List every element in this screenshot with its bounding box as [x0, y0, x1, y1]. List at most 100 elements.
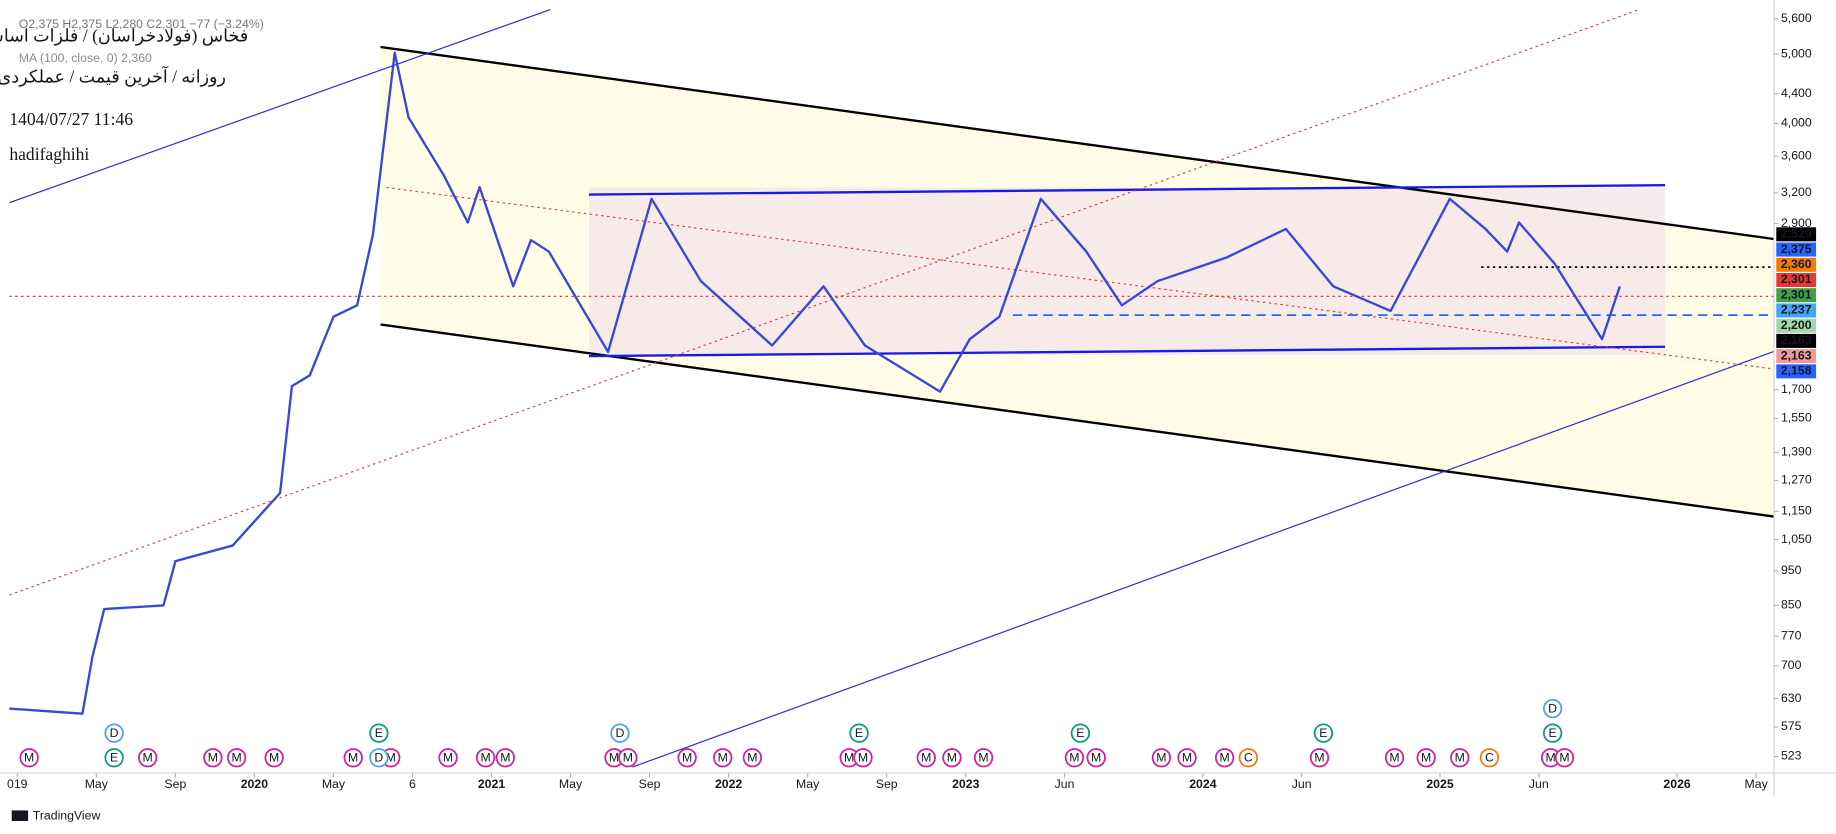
trendline — [9, 8, 551, 204]
event-badge — [1070, 723, 1091, 743]
event-badge — [1151, 748, 1172, 768]
price-label-bg — [1776, 242, 1817, 257]
price-label-bg — [1776, 364, 1817, 379]
event-badge — [1479, 748, 1500, 768]
event-label: M — [609, 751, 619, 765]
x-tick-label: Jun — [1055, 777, 1075, 791]
y-tick-label: 4,400 — [1781, 86, 1812, 100]
event-label: D — [110, 726, 119, 740]
price-label: 2,158 — [1781, 364, 1812, 378]
y-tick-label: 523 — [1781, 749, 1802, 763]
event-label: M — [1314, 751, 1324, 765]
y-tick-label: 1,550 — [1781, 411, 1812, 425]
event-badge — [19, 748, 39, 768]
range-top — [588, 183, 1666, 196]
price-label: 2,529 — [1781, 227, 1812, 241]
event-label: M — [844, 751, 854, 765]
x-tick-label: 2026 — [1663, 777, 1690, 791]
price-label: 2,163 — [1781, 333, 1812, 347]
y-tick-label: 2,900 — [1781, 216, 1812, 230]
event-label: M — [1219, 751, 1229, 765]
event-badge — [942, 748, 962, 768]
event-badge — [1313, 723, 1334, 743]
event-badge — [677, 748, 697, 768]
event-label: M — [500, 751, 510, 765]
x-tick-label: 2020 — [241, 777, 268, 791]
event-badge — [1384, 748, 1405, 768]
x-tick-label: May — [1745, 777, 1769, 791]
event-label: D — [1548, 701, 1557, 715]
event-badge — [853, 748, 873, 768]
author: hadifaghihi — [9, 144, 89, 164]
price-label-bg — [1776, 333, 1817, 348]
datetime: 1404/07/27 11:46 — [9, 109, 133, 129]
indicator-legend: MA (100, close, 0) 2,360 — [19, 51, 152, 65]
price-label: 2,163 — [1781, 348, 1812, 362]
y-tick-label: 3,600 — [1781, 149, 1812, 163]
event-badge — [1450, 748, 1470, 768]
event-label: E — [1549, 726, 1557, 740]
y-tick-label: 3,200 — [1781, 185, 1812, 199]
event-label: M — [348, 751, 358, 765]
trendline — [9, 8, 1640, 596]
x-tick-label: Jun — [1529, 777, 1549, 791]
y-tick-label: 770 — [1781, 628, 1802, 642]
x-tick-label: Jun — [1292, 777, 1312, 791]
event-badge — [1177, 748, 1197, 768]
event-badge — [369, 723, 389, 743]
price-label-bg — [1776, 318, 1817, 333]
event-label: M — [1156, 751, 1166, 765]
y-tick-label: 5,000 — [1781, 46, 1812, 60]
y-tick-label: 1,150 — [1781, 504, 1812, 518]
event-label: C — [1485, 751, 1494, 765]
settings: روزانه / آخرین قیمت / عملکردی — [0, 66, 226, 88]
price-label-bg — [1776, 349, 1817, 364]
event-label: M — [269, 751, 279, 765]
y-tick-label: 1,700 — [1781, 382, 1812, 396]
event-label: M — [1091, 751, 1101, 765]
y-tick-label: 5,600 — [1781, 11, 1812, 25]
event-badge — [1542, 698, 1563, 719]
x-tick-label: 019 — [7, 777, 28, 791]
x-tick-label: May — [559, 777, 583, 791]
event-label: M — [682, 751, 692, 765]
y-tick-label: 950 — [1781, 563, 1802, 577]
price-label: 2,375 — [1781, 242, 1812, 256]
price-label-bg — [1776, 288, 1817, 303]
event-badge — [369, 748, 389, 768]
x-tick-label: Sep — [639, 777, 661, 791]
x-tick-label: May — [322, 777, 346, 791]
event-badge — [104, 723, 124, 743]
event-label: E — [855, 726, 863, 740]
event-label: M — [24, 751, 34, 765]
range-box — [588, 187, 1666, 355]
brand: TradingView — [33, 809, 101, 823]
event-label: M — [747, 751, 757, 765]
event-label: M — [231, 751, 241, 765]
event-label: M — [1069, 751, 1079, 765]
price-label: 2,237 — [1781, 303, 1812, 317]
event-badge — [438, 748, 458, 768]
event-label: M — [921, 751, 931, 765]
y-tick-label: 1,270 — [1781, 473, 1812, 487]
x-tick-label: Sep — [876, 777, 898, 791]
x-tick-label: 6 — [409, 777, 416, 791]
event-badge — [610, 723, 630, 743]
x-tick-label: 2024 — [1189, 777, 1216, 791]
event-label: M — [718, 751, 728, 765]
y-tick-label: 1,050 — [1781, 532, 1812, 546]
x-tick-label: Sep — [164, 777, 186, 791]
event-label: M — [1559, 751, 1569, 765]
x-tick-label: 2025 — [1426, 777, 1453, 791]
event-badge — [618, 748, 638, 768]
event-label: D — [616, 726, 625, 740]
event-badge — [713, 748, 733, 768]
price-label: 2,200 — [1781, 318, 1812, 332]
event-badge — [1214, 748, 1235, 768]
event-badge — [226, 748, 247, 768]
event-badge — [1554, 748, 1575, 768]
event-label: D — [374, 751, 383, 765]
event-badge — [203, 748, 223, 768]
event-label: E — [110, 751, 118, 765]
